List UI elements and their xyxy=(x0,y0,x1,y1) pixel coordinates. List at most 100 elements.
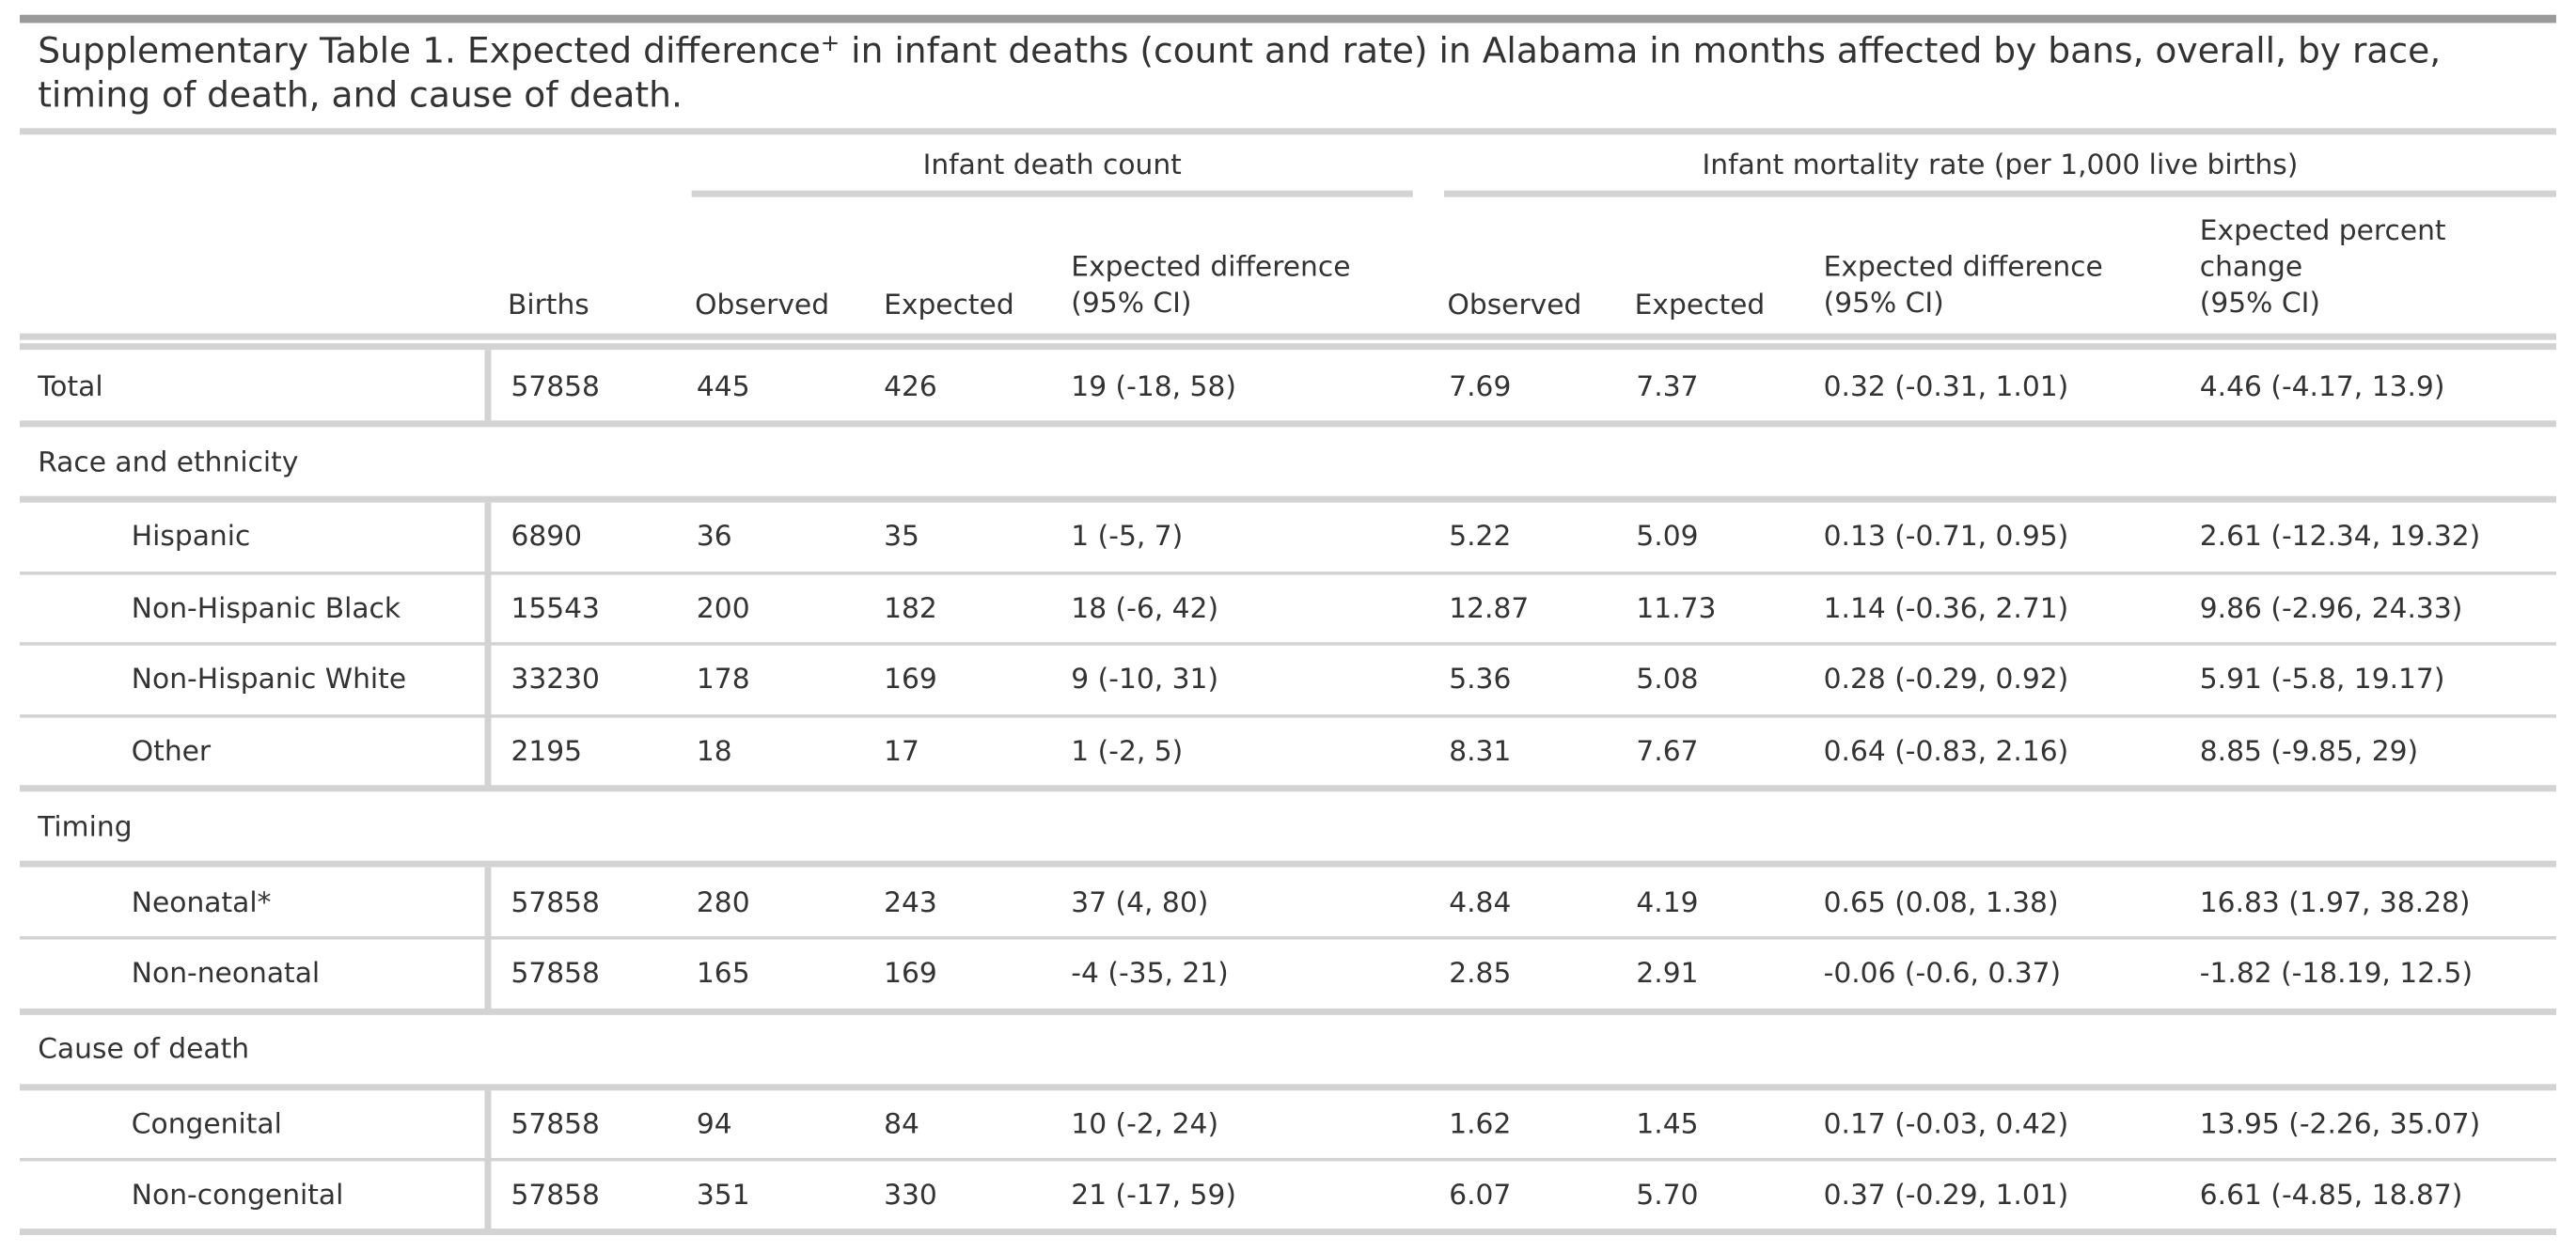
cell-count-difference: -4 (-35, 21) xyxy=(1071,957,1229,991)
cell-count-expected: 182 xyxy=(884,592,937,626)
spanner-infant-death-count: Infant death count xyxy=(922,149,1182,182)
column-header-rate-difference-line1: Expected difference xyxy=(1823,251,2103,285)
group-label-timing: Timing xyxy=(38,811,133,845)
cell-rate-difference: 0.32 (-0.31, 1.01) xyxy=(1823,370,2069,404)
cell-births: 33230 xyxy=(510,663,600,696)
cell-births: 57858 xyxy=(510,1179,600,1213)
table-bottom-rule xyxy=(19,1229,2556,1236)
cell-rate-difference: 1.14 (-0.36, 2.71) xyxy=(1823,592,2069,626)
column-header-rate-difference: Expected difference (95% CI) xyxy=(1824,250,2103,322)
cell-rate-expected: 2.91 xyxy=(1636,957,1699,991)
column-header-count-expected: Expected xyxy=(884,289,1014,322)
cell-births: 6890 xyxy=(510,520,583,554)
cell-rate-difference: 0.65 (0.08, 1.38) xyxy=(1823,886,2059,920)
cell-rate-expected: 11.73 xyxy=(1636,592,1717,626)
cell-count-observed: 280 xyxy=(696,886,750,920)
row-label: Neonatal* xyxy=(131,886,272,920)
cell-count-expected: 84 xyxy=(884,1108,919,1142)
row-label: Non-Hispanic White xyxy=(131,663,407,696)
row-label: Total xyxy=(38,370,103,404)
row-rule xyxy=(19,1157,2556,1162)
cell-count-expected: 169 xyxy=(884,957,937,991)
cell-births: 2195 xyxy=(510,735,583,769)
cell-count-difference: 10 (-2, 24) xyxy=(1071,1108,1219,1142)
column-header-percent-change-line2: change xyxy=(2199,251,2303,285)
cell-rate-expected: 1.45 xyxy=(1636,1108,1699,1142)
cell-rate-difference: 0.28 (-0.29, 0.92) xyxy=(1823,663,2069,696)
cell-count-difference: 21 (-17, 59) xyxy=(1071,1179,1236,1213)
column-header-rate-expected: Expected xyxy=(1634,289,1766,322)
cell-rate-expected: 7.67 xyxy=(1636,735,1699,769)
cell-births: 15543 xyxy=(510,592,600,626)
column-header-count-difference: Expected difference (95% CI) xyxy=(1071,250,1350,322)
cell-count-observed: 36 xyxy=(696,520,732,554)
cell-count-observed: 165 xyxy=(696,957,750,991)
row-label: Non-Hispanic Black xyxy=(131,592,401,626)
cell-percent-change: -1.82 (-18.19, 12.5) xyxy=(2199,957,2474,991)
cell-percent-change: 9.86 (-2.96, 24.33) xyxy=(2199,592,2463,626)
title-text: Supplementary Table 1. Expected differen… xyxy=(38,31,821,72)
cell-percent-change: 16.83 (1.97, 38.28) xyxy=(2199,886,2471,920)
row-rule xyxy=(19,571,2556,575)
row-rule xyxy=(19,642,2556,646)
group-label-cause: Cause of death xyxy=(38,1033,250,1067)
group-rule xyxy=(19,495,2556,503)
row-rule xyxy=(19,1008,2556,1015)
cell-count-difference: 1 (-5, 7) xyxy=(1071,520,1184,554)
cell-rate-observed: 8.31 xyxy=(1449,735,1512,769)
cell-rate-observed: 6.07 xyxy=(1449,1179,1512,1213)
column-header-percent-change-line1: Expected percent xyxy=(2199,214,2446,248)
stub-separator xyxy=(484,350,492,421)
cell-rate-difference: 0.13 (-0.71, 0.95) xyxy=(1823,520,2069,554)
cell-rate-observed: 4.84 xyxy=(1449,886,1512,920)
row-label: Non-neonatal xyxy=(131,957,321,991)
cell-percent-change: 8.85 (-9.85, 29) xyxy=(2199,735,2419,769)
cell-births: 57858 xyxy=(510,886,600,920)
group-rule xyxy=(19,1084,2556,1091)
top-rule xyxy=(19,14,2556,23)
row-rule xyxy=(19,785,2556,792)
row-rule xyxy=(19,420,2556,428)
cell-percent-change: 4.46 (-4.17, 13.9) xyxy=(2199,370,2445,404)
column-header-count-observed: Observed xyxy=(695,289,830,322)
row-label: Non-congenital xyxy=(131,1179,344,1213)
cell-rate-difference: 0.64 (-0.83, 2.16) xyxy=(1823,735,2069,769)
cell-rate-observed: 5.36 xyxy=(1449,663,1512,696)
cell-births: 57858 xyxy=(510,370,600,404)
cell-percent-change: 5.91 (-5.8, 19.17) xyxy=(2199,663,2445,696)
group-rule xyxy=(19,860,2556,868)
column-header-percent-change: Expected percent change (95% CI) xyxy=(2200,213,2446,321)
row-rule xyxy=(19,714,2556,718)
title-text-continued: in infant deaths (count and rate) in Ala… xyxy=(38,31,2442,117)
row-label: Congenital xyxy=(131,1108,282,1142)
cell-count-expected: 169 xyxy=(884,663,937,696)
spanner-rule-rate xyxy=(1443,190,2556,197)
group-label-race: Race and ethnicity xyxy=(38,446,299,480)
spanner-infant-mortality-rate: Infant mortality rate (per 1,000 live bi… xyxy=(1702,149,2299,182)
column-header-rate-difference-line2: (95% CI) xyxy=(1823,287,1944,321)
column-header-count-difference-line1: Expected difference xyxy=(1071,251,1351,285)
spanner-rule-count xyxy=(691,190,1413,197)
cell-count-observed: 351 xyxy=(696,1179,750,1213)
cell-count-difference: 9 (-10, 31) xyxy=(1071,663,1219,696)
column-header-percent-change-line3: (95% CI) xyxy=(2199,287,2320,321)
cell-count-expected: 330 xyxy=(884,1179,937,1213)
column-header-count-difference-line2: (95% CI) xyxy=(1071,287,1192,321)
row-label: Hispanic xyxy=(131,520,251,554)
title-superscript: + xyxy=(820,31,840,58)
cell-births: 57858 xyxy=(510,1108,600,1142)
cell-count-difference: 1 (-2, 5) xyxy=(1071,735,1184,769)
stub-separator xyxy=(484,1090,492,1232)
cell-percent-change: 6.61 (-4.85, 18.87) xyxy=(2199,1179,2463,1213)
cell-count-difference: 18 (-6, 42) xyxy=(1071,592,1219,626)
cell-count-observed: 18 xyxy=(696,735,732,769)
cell-rate-observed: 1.62 xyxy=(1449,1108,1512,1142)
cell-count-expected: 17 xyxy=(884,735,919,769)
cell-rate-difference: -0.06 (-0.6, 0.37) xyxy=(1823,957,2062,991)
cell-rate-expected: 7.37 xyxy=(1636,370,1699,404)
cell-count-expected: 243 xyxy=(884,886,937,920)
cell-rate-observed: 12.87 xyxy=(1449,592,1530,626)
header-rule-top xyxy=(19,333,2556,340)
cell-rate-expected: 4.19 xyxy=(1636,886,1699,920)
